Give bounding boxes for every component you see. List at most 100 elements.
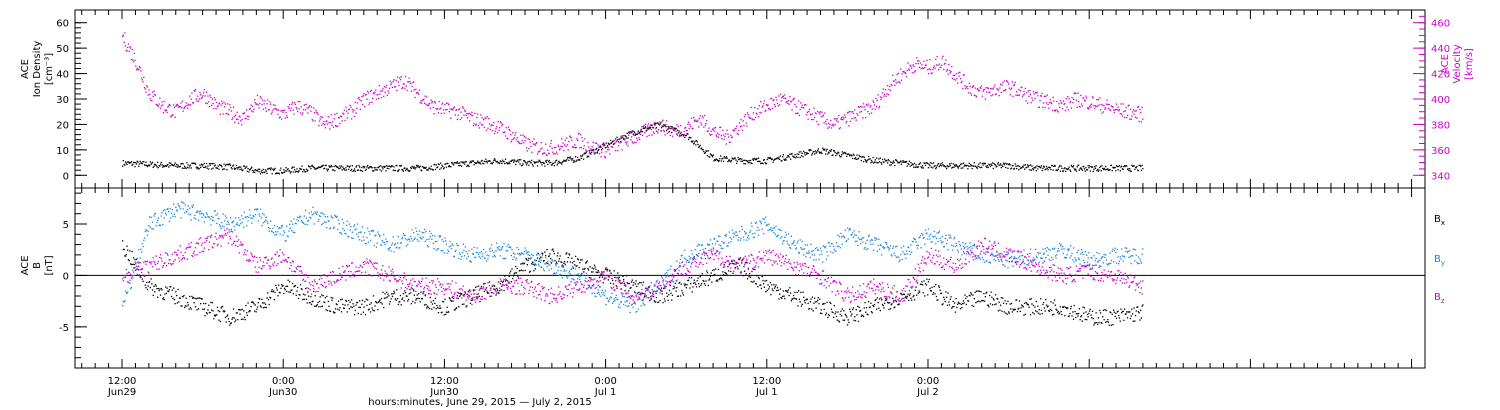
velocity-series-point	[492, 124, 494, 127]
velocity-series-point	[1048, 102, 1051, 104]
velocity-series-point	[935, 64, 938, 66]
velocity-series-point	[442, 102, 444, 104]
b-series-2-point	[200, 210, 202, 212]
b-series-1-point	[1018, 300, 1021, 302]
density-series-point	[196, 168, 198, 170]
b-series-1-point	[141, 278, 143, 280]
b-series-1-point	[887, 302, 889, 304]
velocity-series-point	[717, 132, 719, 134]
b-series-1-point	[273, 290, 275, 292]
b-series-1-point	[924, 283, 927, 285]
density-series-point	[256, 169, 258, 172]
b-series-1-point	[228, 320, 230, 323]
b-series-1-point	[604, 268, 607, 270]
density-series-point	[512, 159, 514, 161]
b-series-1-point	[365, 298, 367, 300]
density-series-point	[520, 159, 522, 161]
velocity-series-point	[1032, 99, 1034, 101]
density-series-point	[955, 164, 957, 166]
b-series-2-point	[166, 208, 168, 211]
top-y2tick-label: 460	[1431, 19, 1450, 30]
velocity-series-point	[1059, 100, 1062, 102]
velocity-series-point	[139, 67, 141, 69]
density-series-point	[982, 164, 984, 166]
b-series-2-point	[321, 212, 324, 214]
velocity-series-point	[488, 118, 490, 120]
b-series-1-point	[168, 290, 170, 293]
density-series-point	[281, 172, 283, 174]
b-series-1-point	[528, 271, 531, 273]
density-series-point	[619, 138, 621, 140]
velocity-series-point	[663, 129, 665, 131]
b-series-1-point	[154, 284, 157, 286]
density-series-point	[692, 140, 694, 142]
b-series-2-point	[254, 213, 256, 216]
velocity-series-point	[1014, 81, 1016, 84]
density-series-point	[507, 163, 509, 165]
b-series-2-point	[220, 227, 222, 230]
velocity-series-point	[911, 72, 914, 74]
b-series-1-point	[961, 306, 963, 309]
b-series-1-point	[534, 264, 536, 266]
b-series-2-point	[543, 270, 545, 272]
density-series-point	[728, 159, 730, 161]
density-series-point	[539, 160, 541, 162]
density-series-point	[979, 162, 981, 164]
velocity-series-point	[302, 109, 305, 111]
b-series-1-point	[319, 296, 321, 298]
b-series-1-point	[819, 312, 822, 314]
velocity-series-point	[413, 89, 415, 91]
velocity-series-point	[910, 65, 912, 67]
velocity-series-point	[375, 98, 378, 100]
density-series-point	[792, 156, 795, 158]
b-series-2-point	[518, 253, 520, 255]
velocity-series-point	[945, 59, 947, 61]
b-series-1-point	[1027, 303, 1029, 305]
b-series-1-point	[594, 266, 596, 268]
b-series-1-point	[553, 253, 555, 255]
velocity-series-point	[272, 109, 274, 111]
b-series-2-point	[396, 242, 399, 244]
b-series-2-point	[518, 248, 520, 251]
velocity-series-point	[382, 88, 384, 90]
velocity-series-point	[593, 153, 596, 155]
b-series-1-point	[797, 305, 799, 307]
density-series-point	[233, 167, 235, 169]
density-series-point	[186, 166, 189, 169]
b-series-1-point	[665, 285, 667, 288]
density-series-point	[604, 144, 606, 146]
b-series-1-point	[702, 279, 704, 282]
density-series-point	[922, 165, 924, 167]
density-series-point	[666, 128, 668, 130]
density-series-point	[194, 163, 197, 165]
velocity-series-point	[429, 102, 431, 105]
velocity-series-point	[205, 102, 207, 104]
b-series-2-point	[394, 243, 396, 245]
b-series-1-point	[442, 300, 444, 303]
b-series-2-point	[333, 226, 335, 228]
b-series-1-point	[561, 261, 563, 263]
b-series-1-point	[1117, 310, 1119, 312]
velocity-series-point	[1045, 102, 1048, 104]
density-series-point	[261, 169, 263, 172]
b-series-1-point	[708, 279, 710, 281]
velocity-series-point	[642, 126, 644, 128]
b-series-2-point	[294, 232, 296, 234]
b-series-2-point	[267, 226, 270, 229]
density-series-point	[937, 163, 939, 165]
velocity-series-point	[738, 129, 740, 131]
b-series-1-point	[983, 292, 985, 295]
velocity-series-point	[1065, 97, 1067, 100]
density-series-point	[439, 168, 441, 170]
velocity-series-point	[123, 41, 125, 43]
velocity-series-point	[588, 146, 590, 148]
density-series-point	[832, 154, 834, 156]
velocity-series-point	[364, 106, 366, 108]
density-series-point	[634, 134, 636, 136]
density-series-point	[423, 167, 425, 169]
b-series-2-point	[130, 286, 133, 289]
b-series-1-point	[1035, 300, 1037, 303]
velocity-series-point	[1067, 109, 1070, 111]
b-series-1-point	[1115, 317, 1118, 319]
velocity-series-point	[1045, 95, 1047, 97]
